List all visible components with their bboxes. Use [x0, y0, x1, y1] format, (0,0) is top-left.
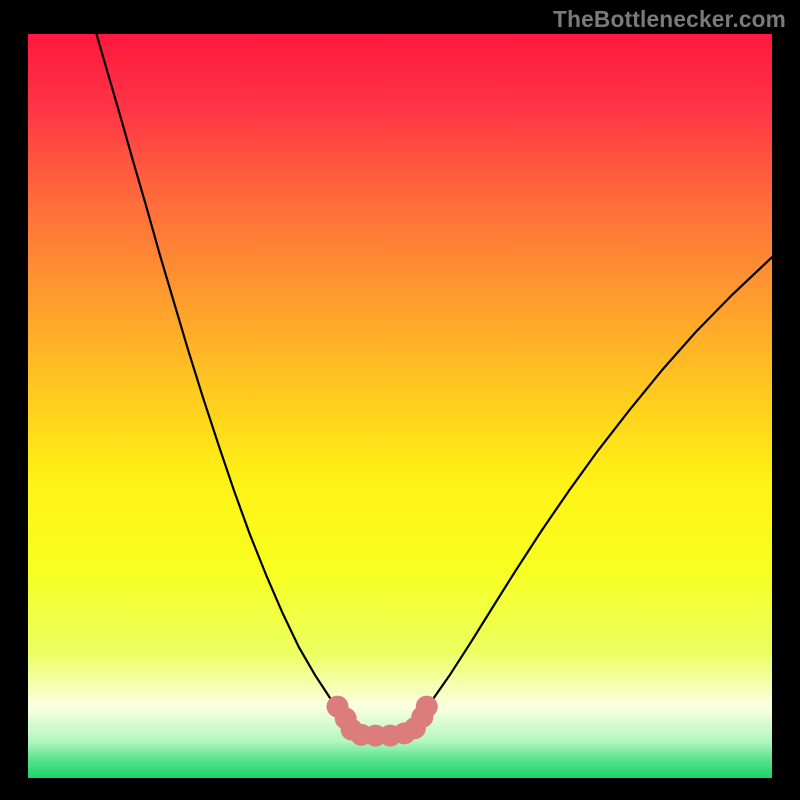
watermark-text: TheBottlenecker.com [553, 6, 786, 33]
chart-container: TheBottlenecker.com [0, 0, 800, 800]
gradient-background [28, 34, 772, 778]
bottleneck-curve-plot [28, 34, 772, 778]
marker-point [416, 696, 438, 718]
